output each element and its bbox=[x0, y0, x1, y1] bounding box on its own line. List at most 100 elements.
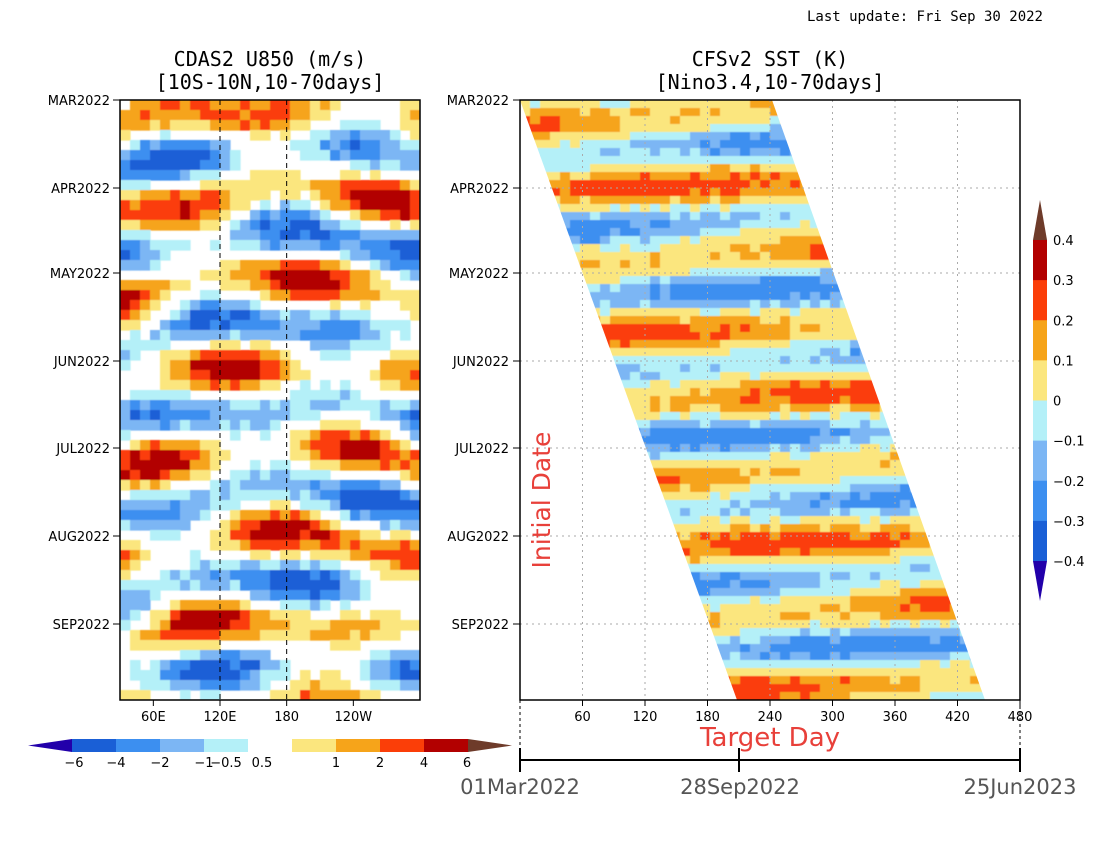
right-field-cell bbox=[700, 500, 711, 509]
right-field-cell bbox=[630, 348, 641, 357]
right-field-cell bbox=[650, 332, 661, 341]
right-field-cell bbox=[650, 292, 661, 301]
right-field-cell bbox=[750, 492, 761, 501]
left-field-cell bbox=[220, 620, 231, 631]
right-field-cell bbox=[810, 236, 821, 245]
right-field-cell bbox=[860, 588, 871, 597]
right-field-cell bbox=[680, 452, 691, 461]
left-field-cell bbox=[340, 250, 351, 261]
right-field-cell bbox=[800, 500, 811, 509]
right-field-cell bbox=[940, 660, 951, 669]
right-field-cell bbox=[640, 284, 651, 293]
right-field-cell bbox=[760, 660, 771, 669]
left-field-cell bbox=[250, 370, 261, 381]
right-field-cell bbox=[720, 364, 731, 373]
left-field-cell bbox=[310, 470, 321, 481]
right-field-cell bbox=[650, 252, 661, 261]
left-field-cell bbox=[270, 170, 281, 181]
right-field-cell bbox=[650, 452, 661, 461]
right-field-cell bbox=[770, 396, 781, 405]
right-field-cell bbox=[700, 484, 711, 493]
right-field-cell bbox=[770, 556, 781, 565]
right-field-cell bbox=[750, 548, 761, 557]
right-field-cell bbox=[760, 172, 771, 181]
left-field-cell bbox=[170, 450, 181, 461]
right-field-cell bbox=[640, 436, 651, 445]
left-field-cell bbox=[180, 500, 191, 511]
left-field-cell bbox=[200, 190, 211, 201]
right-field-cell bbox=[780, 252, 791, 261]
left-field-cell bbox=[170, 310, 181, 321]
right-field-cell bbox=[780, 388, 791, 397]
right-field-cell bbox=[700, 148, 711, 157]
left-field-cell bbox=[180, 120, 191, 131]
left-field-cell bbox=[160, 250, 171, 261]
right-field-cell bbox=[840, 500, 851, 509]
left-field-cell bbox=[230, 150, 241, 161]
right-field-cell bbox=[630, 276, 641, 285]
right-field-cell bbox=[660, 132, 671, 141]
left-field-cell bbox=[260, 490, 271, 501]
right-field-cell bbox=[900, 596, 911, 605]
left-field-cell bbox=[340, 320, 351, 331]
right-field-cell bbox=[560, 172, 571, 181]
left-field-cell bbox=[260, 100, 271, 111]
left-field-cell bbox=[260, 210, 271, 221]
left-field-cell bbox=[410, 400, 420, 411]
left-field-cell bbox=[300, 310, 311, 321]
right-field-cell bbox=[810, 284, 821, 293]
right-field-cell bbox=[790, 548, 801, 557]
right-field-cell bbox=[620, 324, 631, 333]
left-colorbar: −6 −4 −2 −1−0.5 0.5 1 2 4 6 bbox=[28, 739, 512, 771]
right-field-cell bbox=[850, 412, 861, 421]
right-field-cell bbox=[720, 164, 731, 173]
right-field-cell bbox=[760, 188, 771, 197]
left-field-cell bbox=[330, 290, 341, 301]
right-field-cell bbox=[720, 388, 731, 397]
left-field-cell bbox=[360, 490, 371, 501]
right-field-cell bbox=[600, 212, 611, 221]
right-field-cell bbox=[720, 468, 731, 477]
left-field-cell bbox=[340, 380, 351, 391]
right-field-cell bbox=[850, 548, 861, 557]
right-field-cell bbox=[760, 556, 771, 565]
right-field-cell bbox=[870, 452, 881, 461]
left-field-cell bbox=[270, 260, 281, 271]
right-field-cell bbox=[770, 132, 781, 141]
right-field-cell bbox=[720, 540, 731, 549]
right-field-cell bbox=[610, 316, 621, 325]
left-field-cell bbox=[250, 100, 261, 111]
right-field-cell bbox=[730, 172, 741, 181]
left-field-cell bbox=[220, 570, 231, 581]
left-field-cell bbox=[150, 200, 161, 211]
left-field-cell bbox=[170, 210, 181, 221]
left-field-cell bbox=[290, 560, 301, 571]
right-field-cell bbox=[660, 468, 671, 477]
left-field-cell bbox=[120, 110, 131, 121]
right-field-cell bbox=[750, 228, 761, 237]
right-field-cell bbox=[690, 524, 701, 533]
right-field-cell bbox=[910, 556, 921, 565]
right-field-cell bbox=[630, 396, 641, 405]
right-field-cell bbox=[790, 292, 801, 301]
right-field-cell bbox=[610, 156, 621, 165]
left-field-cell bbox=[250, 310, 261, 321]
left-field-cell bbox=[280, 180, 291, 191]
left-field-cell bbox=[330, 690, 341, 700]
right-field-cell bbox=[830, 596, 841, 605]
right-field-cell bbox=[690, 428, 701, 437]
left-field-cell bbox=[210, 180, 221, 191]
left-field-cell bbox=[260, 660, 271, 671]
right-field-cell bbox=[640, 220, 651, 229]
left-field-cell bbox=[250, 350, 261, 361]
left-field-cell bbox=[260, 530, 271, 541]
right-field-cell bbox=[760, 260, 771, 269]
right-field-cell bbox=[850, 532, 861, 541]
right-field-cell bbox=[810, 516, 821, 525]
right-field-cell bbox=[790, 508, 801, 517]
right-field-cell bbox=[730, 572, 741, 581]
right-field-cell bbox=[630, 404, 641, 413]
left-field-cell bbox=[350, 570, 361, 581]
right-field-cell bbox=[820, 300, 831, 309]
left-field-cell bbox=[340, 430, 351, 441]
